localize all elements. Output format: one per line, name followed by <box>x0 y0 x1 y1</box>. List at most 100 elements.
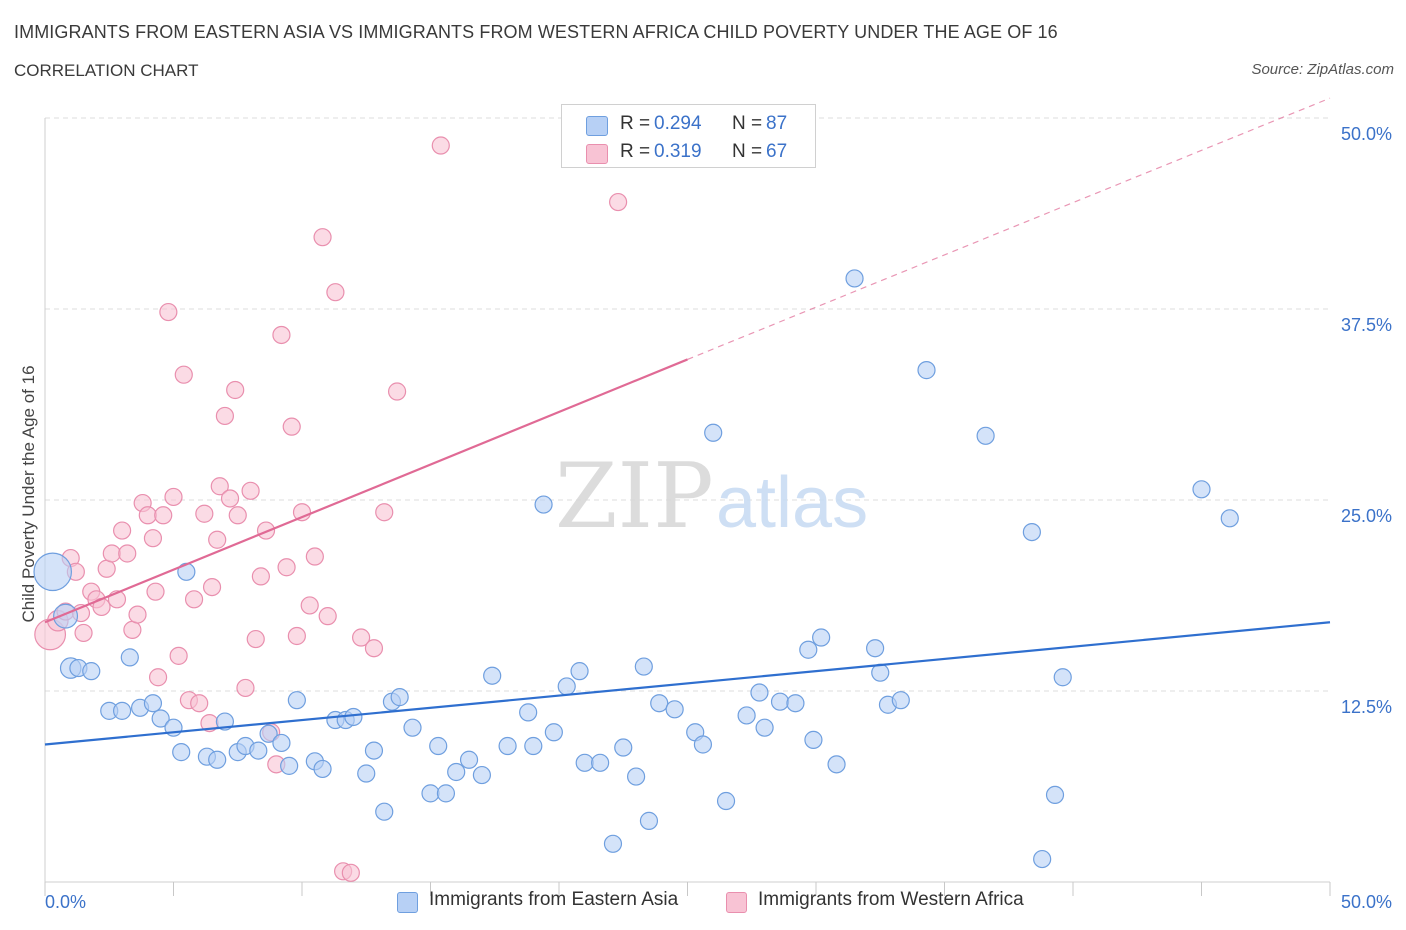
y-tick-label: 25.0% <box>1341 506 1392 526</box>
data-point <box>287 626 306 646</box>
gridlines <box>45 117 1330 692</box>
legend-n-value: 87 <box>766 113 788 134</box>
data-point <box>447 762 466 782</box>
data-point <box>375 503 394 522</box>
data-point <box>151 709 170 728</box>
correlation-legend: R = 0.294 N = 87 R = 0.319 N = 67 <box>561 104 816 168</box>
data-point <box>575 753 594 772</box>
data-point <box>387 382 407 401</box>
data-point <box>871 663 890 682</box>
bottom-legend-swatch-pink <box>726 892 747 913</box>
data-point <box>82 662 101 681</box>
data-point <box>143 694 163 713</box>
data-point <box>827 755 846 774</box>
data-point <box>256 521 276 540</box>
data-point <box>1220 509 1239 528</box>
data-point <box>429 736 448 756</box>
data-point <box>220 489 240 508</box>
series-western-africa <box>34 136 628 882</box>
data-point <box>190 694 209 713</box>
data-point <box>786 694 805 713</box>
data-point <box>277 558 296 577</box>
data-point <box>123 620 142 639</box>
data-point <box>375 802 394 821</box>
data-point <box>272 733 291 753</box>
data-point <box>112 701 132 720</box>
data-point <box>164 487 183 507</box>
data-point <box>208 530 227 549</box>
data-point <box>143 529 163 548</box>
data-point <box>866 639 885 658</box>
series-eastern-asia <box>33 269 1239 869</box>
legend-swatch-pink <box>586 144 608 164</box>
data-point <box>146 582 165 601</box>
data-point <box>650 694 669 713</box>
legend-n-label: N = <box>732 141 763 162</box>
trend-line <box>44 621 1331 746</box>
data-point <box>313 228 332 247</box>
data-point <box>313 759 332 779</box>
chart-subtitle: CORRELATION CHART <box>14 61 199 80</box>
data-point <box>53 603 79 629</box>
legend-r-value: 0.319 <box>654 141 702 162</box>
data-point <box>390 688 409 707</box>
data-point <box>226 380 245 400</box>
data-point <box>609 192 628 212</box>
bottom-legend-swatch-blue <box>397 892 418 913</box>
data-point <box>282 417 301 436</box>
data-point <box>364 639 384 658</box>
data-point <box>241 481 260 500</box>
data-point <box>976 426 995 445</box>
data-point <box>159 302 178 322</box>
watermark-zip: ZIP <box>555 444 714 549</box>
data-point <box>169 646 188 665</box>
x-tick-label: 50.0% <box>1341 892 1392 912</box>
data-point <box>215 406 234 426</box>
data-point <box>236 678 255 698</box>
axes <box>44 118 1331 896</box>
data-point <box>318 607 337 626</box>
data-point <box>112 521 132 540</box>
trend-line <box>44 358 688 624</box>
data-point <box>259 724 278 743</box>
data-point <box>341 863 360 882</box>
data-point <box>174 365 193 384</box>
data-point <box>812 628 831 647</box>
data-point <box>344 707 363 727</box>
data-point <box>626 767 646 786</box>
data-point <box>799 640 818 659</box>
data-point <box>472 765 491 785</box>
data-point <box>544 723 563 742</box>
data-point <box>300 596 319 615</box>
data-point <box>120 648 139 667</box>
data-point <box>246 629 265 649</box>
data-point <box>326 283 345 302</box>
legend-n-label: N = <box>732 113 763 134</box>
tick-labels: 12.5% 25.0% 37.5% 50.0% 0.0% 50.0% <box>45 124 1392 912</box>
data-point <box>693 735 713 754</box>
data-point <box>249 741 268 760</box>
data-point <box>804 730 823 749</box>
legend-r-label: R = <box>620 141 651 162</box>
data-point <box>665 700 684 719</box>
data-point <box>251 567 270 586</box>
legend-r-value: 0.294 <box>654 113 702 134</box>
data-point <box>534 495 553 514</box>
data-point <box>421 784 440 803</box>
data-point <box>102 544 121 563</box>
data-point <box>364 741 384 760</box>
y-axis-label: Child Poverty Under the Age of 16 <box>19 365 38 622</box>
legend-swatch-blue <box>586 116 608 136</box>
data-point <box>1053 668 1072 687</box>
data-point <box>603 834 623 853</box>
data-point <box>917 361 936 380</box>
source-label: Source: ZipAtlas.com <box>1251 61 1394 78</box>
bottom-legend-label: Immigrants from Eastern Asia <box>429 889 679 910</box>
data-point <box>737 706 756 725</box>
trend-extension <box>687 97 1331 360</box>
data-point <box>704 423 723 442</box>
data-point <box>228 506 247 525</box>
data-point <box>591 753 610 772</box>
data-point <box>557 677 576 696</box>
